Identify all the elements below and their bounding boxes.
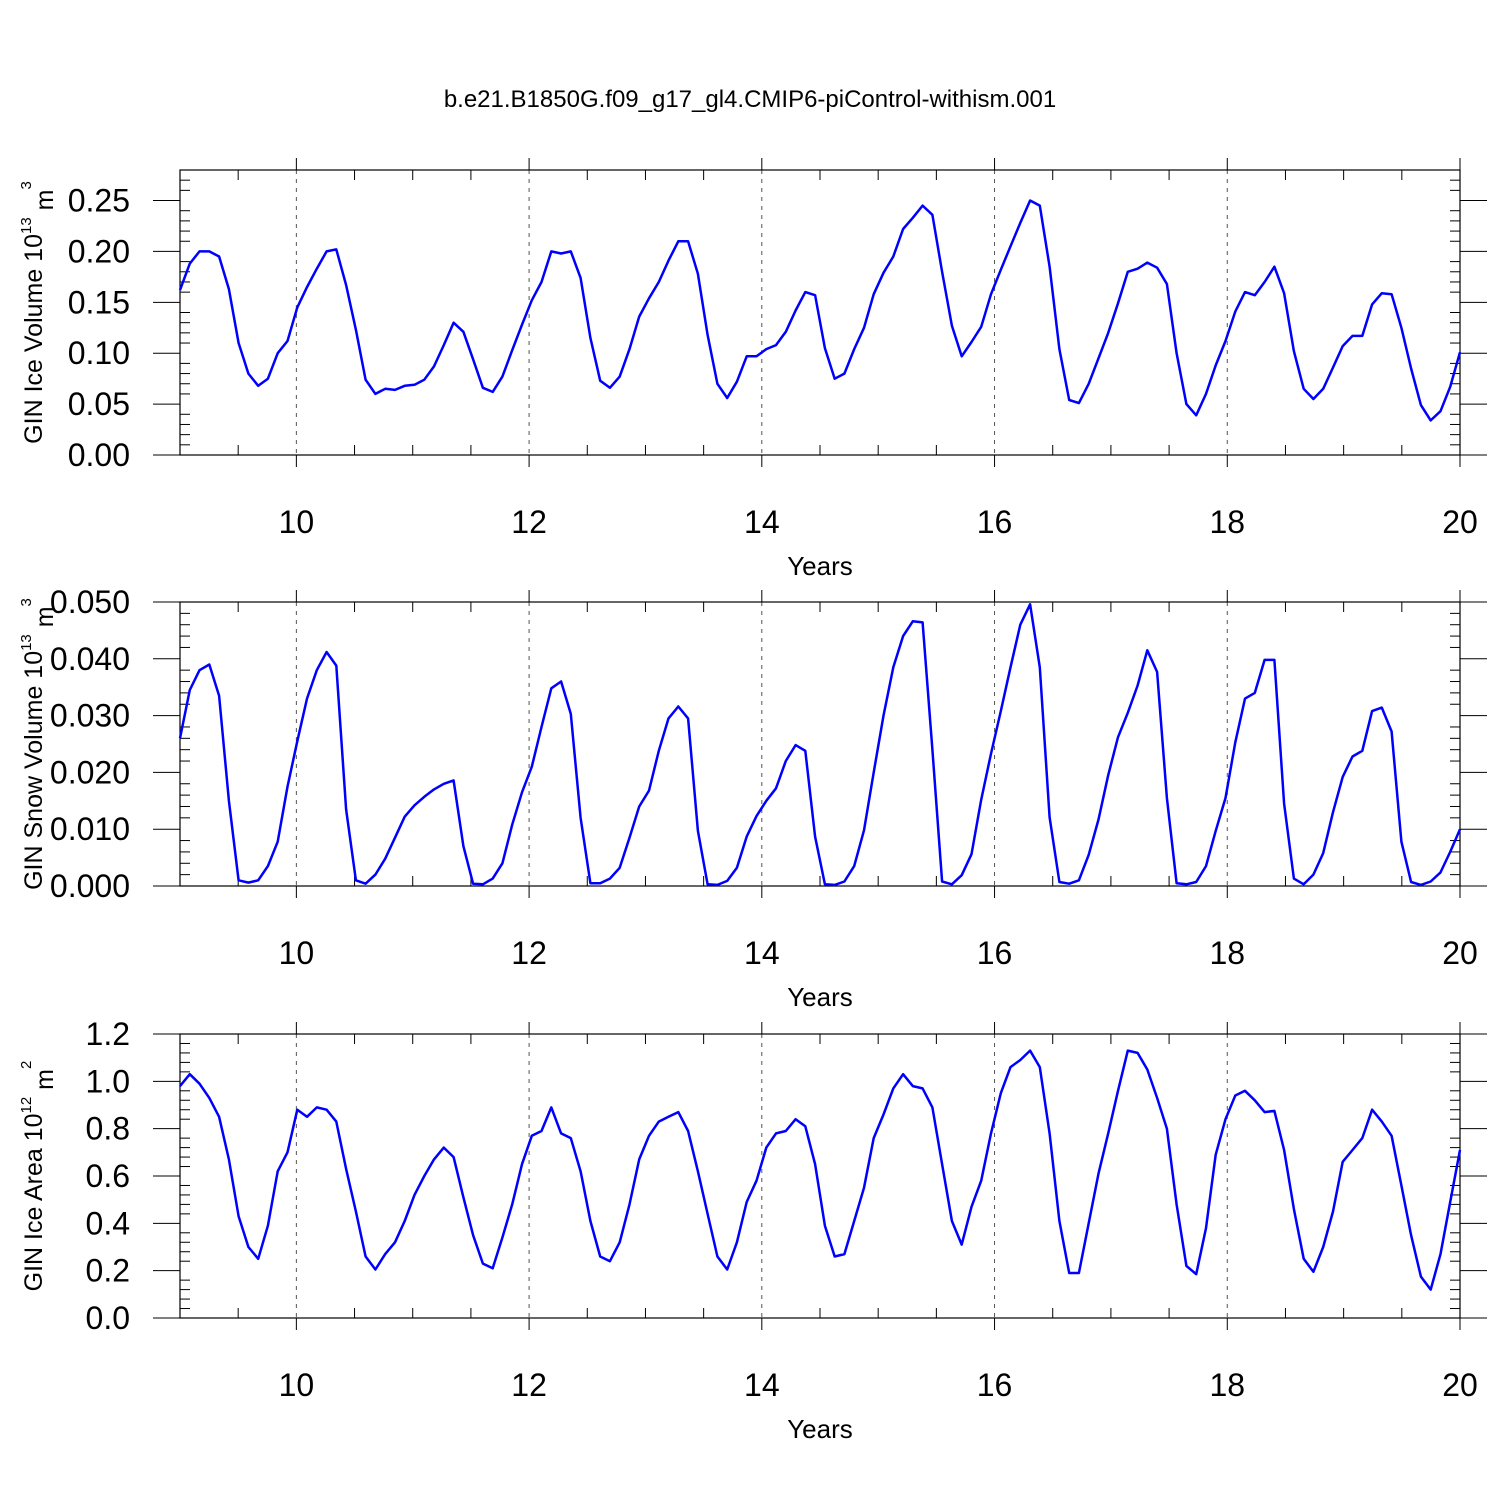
- y-axis-label-part-4: 3: [18, 598, 35, 606]
- x-tick-label-5: 20: [1442, 504, 1478, 540]
- y-tick-label-1: 0.010: [50, 811, 130, 847]
- y-tick-label-2: 0.4: [86, 1205, 130, 1241]
- y-tick-label-1: 0.05: [68, 386, 130, 422]
- y-axis-label: GIN Snow Volume 1013 m3: [18, 598, 59, 890]
- y-tick-label-5: 1.0: [86, 1063, 130, 1099]
- y-tick-label-0: 0.0: [86, 1300, 130, 1336]
- x-tick-label-4: 18: [1209, 935, 1245, 971]
- y-tick-label-0: 0.000: [50, 868, 130, 904]
- x-tick-label-5: 20: [1442, 1367, 1478, 1403]
- y-tick-label-4: 0.040: [50, 641, 130, 677]
- x-tick-label-3: 16: [977, 935, 1013, 971]
- x-tick-label-0: 10: [279, 935, 315, 971]
- figure-title: b.e21.B1850G.f09_g17_gl4.CMIP6-piControl…: [444, 86, 1056, 113]
- y-tick-label-0: 0.00: [68, 437, 130, 473]
- y-axis-label: GIN Ice Area 1012 m2: [18, 1061, 59, 1292]
- x-axis-label: Years: [787, 982, 853, 1012]
- x-tick-label-4: 18: [1209, 504, 1245, 540]
- y-axis-label-part-3: m: [31, 190, 59, 218]
- x-tick-label-2: 14: [744, 935, 780, 971]
- y-tick-label-5: 0.25: [68, 183, 130, 219]
- x-tick-label-1: 12: [511, 1367, 547, 1403]
- y-axis-label-part-2: 13: [18, 634, 35, 651]
- x-tick-label-2: 14: [744, 504, 780, 540]
- y-axis-label-part-4: 2: [18, 1061, 35, 1069]
- y-axis-label: GIN Ice Volume 1013 m3: [18, 181, 59, 444]
- y-axis-label-part-3: m: [31, 1069, 59, 1097]
- y-tick-label-3: 0.15: [68, 284, 130, 320]
- y-axis-label-part-2: 12: [18, 1097, 35, 1114]
- y-axis-label-part-1: GIN Snow Volume 10: [20, 651, 48, 890]
- x-tick-label-4: 18: [1209, 1367, 1245, 1403]
- plot-frame: [179, 169, 1461, 456]
- x-tick-label-0: 10: [279, 504, 315, 540]
- plot-frame: [179, 1033, 1461, 1319]
- x-axis-label: Years: [787, 551, 853, 581]
- chart-panel-1: 10 12 14 16 18 20 0.00 0.05 0.10 0.15 0.20 0.25 Year…: [18, 158, 1487, 581]
- y-tick-label-4: 0.20: [68, 233, 130, 269]
- y-tick-label-2: 0.020: [50, 754, 130, 790]
- y-tick-label-6: 1.2: [86, 1016, 130, 1052]
- y-axis-label-part-2: 13: [18, 217, 35, 234]
- y-axis-label-part-4: 3: [18, 181, 35, 189]
- x-tick-label-1: 12: [511, 504, 547, 540]
- y-tick-label-5: 0.050: [50, 584, 130, 620]
- y-tick-label-3: 0.6: [86, 1158, 130, 1194]
- chart-panel-2: 10 12 14 16 18 20 0.000 0.010 0.020 0.030 0.040 0.0…: [18, 584, 1487, 1012]
- x-tick-label-2: 14: [744, 1367, 780, 1403]
- x-tick-label-1: 12: [511, 935, 547, 971]
- y-tick-label-3: 0.030: [50, 698, 130, 734]
- y-axis-label-part-3: m: [31, 606, 59, 634]
- y-axis-label-part-1: GIN Ice Volume 10: [20, 234, 48, 444]
- series-line-1: [179, 1049, 1462, 1291]
- x-tick-label-3: 16: [977, 504, 1013, 540]
- x-tick-label-0: 10: [279, 1367, 315, 1403]
- series-line-1: [178, 199, 1462, 422]
- plot-frame: [179, 601, 1461, 887]
- x-axis-label: Years: [787, 1414, 853, 1444]
- x-tick-label-5: 20: [1442, 935, 1478, 971]
- series-line-1: [178, 603, 1462, 887]
- x-tick-label-3: 16: [977, 1367, 1013, 1403]
- y-tick-label-1: 0.2: [86, 1253, 130, 1289]
- chart-panel-3: 10 12 14 16 18 20 0.0 0.2 0.4 0.6 0.8 1.0 1.2 Years GI…: [18, 1016, 1487, 1444]
- y-tick-label-2: 0.10: [68, 335, 130, 371]
- y-tick-label-4: 0.8: [86, 1111, 130, 1147]
- y-axis-label-part-1: GIN Ice Area 10: [20, 1113, 48, 1291]
